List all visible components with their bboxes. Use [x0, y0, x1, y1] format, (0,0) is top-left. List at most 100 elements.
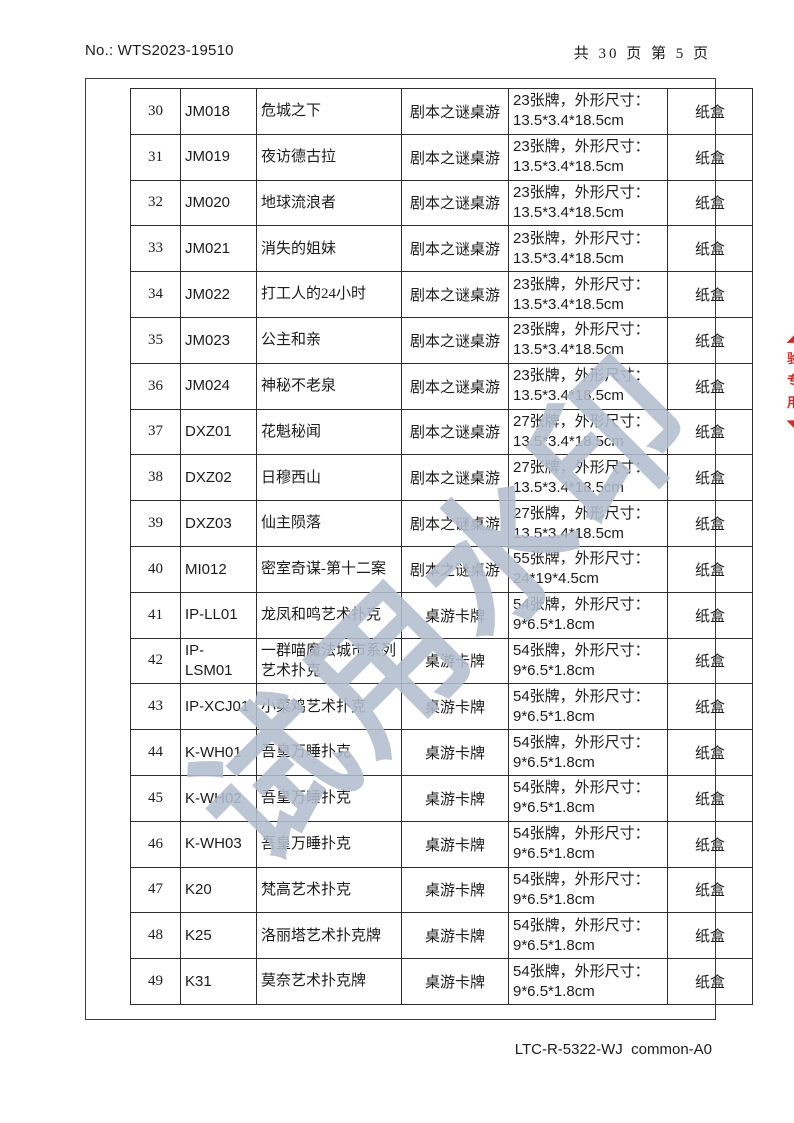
cell-product-name: 密室奇谋-第十二案	[256, 545, 402, 593]
cell-category: 桌游卡牌	[401, 591, 509, 639]
spec-line2: 13.5*3.4*18.5cm	[513, 249, 624, 267]
cell-product-name: 公主和亲	[256, 316, 402, 364]
cell-category: 剧本之谜桌游	[401, 500, 509, 547]
cell-product-name: 洛丽塔艺术扑克牌	[256, 912, 402, 960]
cell-model-code: JM023	[180, 316, 257, 364]
cell-spec: 54张牌，外形尺寸： 9*6.5*1.8cm	[508, 774, 668, 822]
cell-product-name: 消失的姐妹	[256, 225, 402, 273]
cell-category: 桌游卡牌	[401, 866, 509, 914]
cell-model-code: K-WH01	[180, 729, 257, 776]
table-row: 44 K-WH01 吾皇万睡扑克 桌游卡牌 54张牌，外形尺寸： 9*6.5*1…	[130, 729, 753, 776]
cell-model-code: DXZ03	[180, 500, 257, 547]
spec-line2: 9*6.5*1.8cm	[513, 982, 595, 1000]
cell-row-number: 48	[130, 912, 181, 960]
cell-product-name: 花魁秘闻	[256, 408, 402, 456]
table-row: 30 JM018 危城之下 剧本之谜桌游 23张牌，外形尺寸： 13.5*3.4…	[130, 88, 753, 135]
cell-row-number: 39	[130, 500, 181, 547]
cell-category: 剧本之谜桌游	[401, 408, 509, 456]
spec-line2: 9*6.5*1.8cm	[513, 616, 595, 634]
table-row: 42 IP- LSM01 一群喵魔法城市系列 艺术扑克 桌游卡牌 54张牌，外形…	[130, 637, 753, 685]
cell-row-number: 46	[130, 820, 181, 868]
cell-category: 剧本之谜桌游	[401, 133, 509, 181]
cell-row-number: 40	[130, 545, 181, 593]
spec-line2: 13.5*3.4*18.5cm	[513, 203, 624, 221]
cell-row-number: 33	[130, 225, 181, 273]
cell-model-code: JM021	[180, 225, 257, 273]
cell-model-code: MI012	[180, 545, 257, 593]
cell-row-number: 45	[130, 774, 181, 822]
spec-line2: 13.5*3.4*18.5cm	[513, 295, 624, 313]
spec-line1: 23张牌，外形尺寸：	[513, 138, 650, 156]
cell-product-name: 打工人的24小时	[256, 271, 402, 318]
cell-product-name: 地球流浪者	[256, 179, 402, 227]
cell-row-number: 34	[130, 271, 181, 318]
cell-category: 剧本之谜桌游	[401, 88, 509, 135]
spec-line1: 27张牌，外形尺寸：	[513, 412, 650, 430]
spec-line2: 9*6.5*1.8cm	[513, 799, 595, 817]
cell-spec: 27张牌，外形尺寸： 13.5*3.4*18.5cm	[508, 500, 668, 547]
spec-line1: 23张牌，外形尺寸：	[513, 321, 650, 339]
cell-row-number: 35	[130, 316, 181, 364]
spec-line2: 13.5*3.4*18.5cm	[513, 478, 624, 496]
table-row: 41 IP-LL01 龙凤和鸣艺术扑克 桌游卡牌 54张牌，外形尺寸： 9*6.…	[130, 591, 753, 639]
cell-row-number: 30	[130, 88, 181, 135]
table-row: 45 K-WH02 吾皇万睡扑克 桌游卡牌 54张牌，外形尺寸： 9*6.5*1…	[130, 774, 753, 822]
cell-model-code: K-WH02	[180, 774, 257, 822]
cell-row-number: 37	[130, 408, 181, 456]
cell-category: 桌游卡牌	[401, 637, 509, 685]
cell-spec: 23张牌，外形尺寸： 13.5*3.4*18.5cm	[508, 179, 668, 227]
cell-model-code: IP-XCJ01	[180, 683, 257, 731]
cell-model-code: IP-LL01	[180, 591, 257, 639]
table-row: 49 K31 莫奈艺术扑克牌 桌游卡牌 54张牌，外形尺寸： 9*6.5*1.8…	[130, 958, 753, 1005]
cell-spec: 23张牌，外形尺寸： 13.5*3.4*18.5cm	[508, 271, 668, 318]
spec-line2: 9*6.5*1.8cm	[513, 890, 595, 908]
spec-line1: 23张牌，外形尺寸：	[513, 367, 650, 385]
report-number: No.: WTS2023-19510	[85, 42, 234, 59]
cell-model-code: JM019	[180, 133, 257, 181]
cell-material: 纸盒	[667, 500, 753, 547]
cell-spec: 54张牌，外形尺寸： 9*6.5*1.8cm	[508, 912, 668, 960]
cell-category: 剧本之谜桌游	[401, 271, 509, 318]
cell-material: 纸盒	[667, 225, 753, 273]
cell-category: 桌游卡牌	[401, 958, 509, 1005]
spec-line1: 54张牌，外形尺寸：	[513, 962, 650, 980]
cell-row-number: 41	[130, 591, 181, 639]
spec-line2: 9*6.5*1.8cm	[513, 753, 595, 771]
cell-material: 纸盒	[667, 271, 753, 318]
cell-spec: 27张牌，外形尺寸： 13.5*3.4*18.5cm	[508, 454, 668, 502]
table-row: 37 DXZ01 花魁秘闻 剧本之谜桌游 27张牌，外形尺寸： 13.5*3.4…	[130, 408, 753, 456]
footer-document-code: LTC-R-5322-WJ common-A0	[514, 1041, 712, 1058]
spec-line2: 13.5*3.4*18.5cm	[513, 341, 624, 359]
stamp-fragment: ◥	[787, 417, 794, 432]
cell-model-code: K25	[180, 912, 257, 960]
cell-category: 桌游卡牌	[401, 774, 509, 822]
spec-line2: 9*6.5*1.8cm	[513, 845, 595, 863]
cell-row-number: 36	[130, 362, 181, 410]
cell-category: 剧本之谜桌游	[401, 454, 509, 502]
spec-line1: 23张牌，外形尺寸：	[513, 92, 650, 110]
cell-model-code: DXZ02	[180, 454, 257, 502]
cell-product-name: 日穆西山	[256, 454, 402, 502]
cell-product-name: 莫奈艺术扑克牌	[256, 958, 402, 1005]
spec-line1: 54张牌，外形尺寸：	[513, 779, 650, 797]
cell-spec: 27张牌，外形尺寸： 13.5*3.4*18.5cm	[508, 408, 668, 456]
cell-material: 纸盒	[667, 133, 753, 181]
spec-line1: 54张牌，外形尺寸：	[513, 733, 650, 751]
table-row: 38 DXZ02 日穆西山 剧本之谜桌游 27张牌，外形尺寸： 13.5*3.4…	[130, 454, 753, 502]
table-row: 35 JM023 公主和亲 剧本之谜桌游 23张牌，外形尺寸： 13.5*3.4…	[130, 316, 753, 364]
cell-spec: 23张牌，外形尺寸： 13.5*3.4*18.5cm	[508, 133, 668, 181]
stamp-fragment: 用	[787, 395, 794, 410]
spec-line1: 23张牌，外形尺寸：	[513, 229, 650, 247]
cell-material: 纸盒	[667, 820, 753, 868]
cell-category: 桌游卡牌	[401, 683, 509, 731]
table-row: 31 JM019 夜访德古拉 剧本之谜桌游 23张牌，外形尺寸： 13.5*3.…	[130, 133, 753, 181]
spec-line1: 55张牌，外形尺寸：	[513, 550, 650, 568]
spec-line1: 54张牌，外形尺寸：	[513, 870, 650, 888]
table-row: 40 MI012 密室奇谋-第十二案 剧本之谜桌游 55张牌，外形尺寸： 24*…	[130, 545, 753, 593]
cell-material: 纸盒	[667, 545, 753, 593]
cell-product-name: 危城之下	[256, 88, 402, 135]
cell-model-code: JM022	[180, 271, 257, 318]
cell-material: 纸盒	[667, 683, 753, 731]
cell-row-number: 44	[130, 729, 181, 776]
